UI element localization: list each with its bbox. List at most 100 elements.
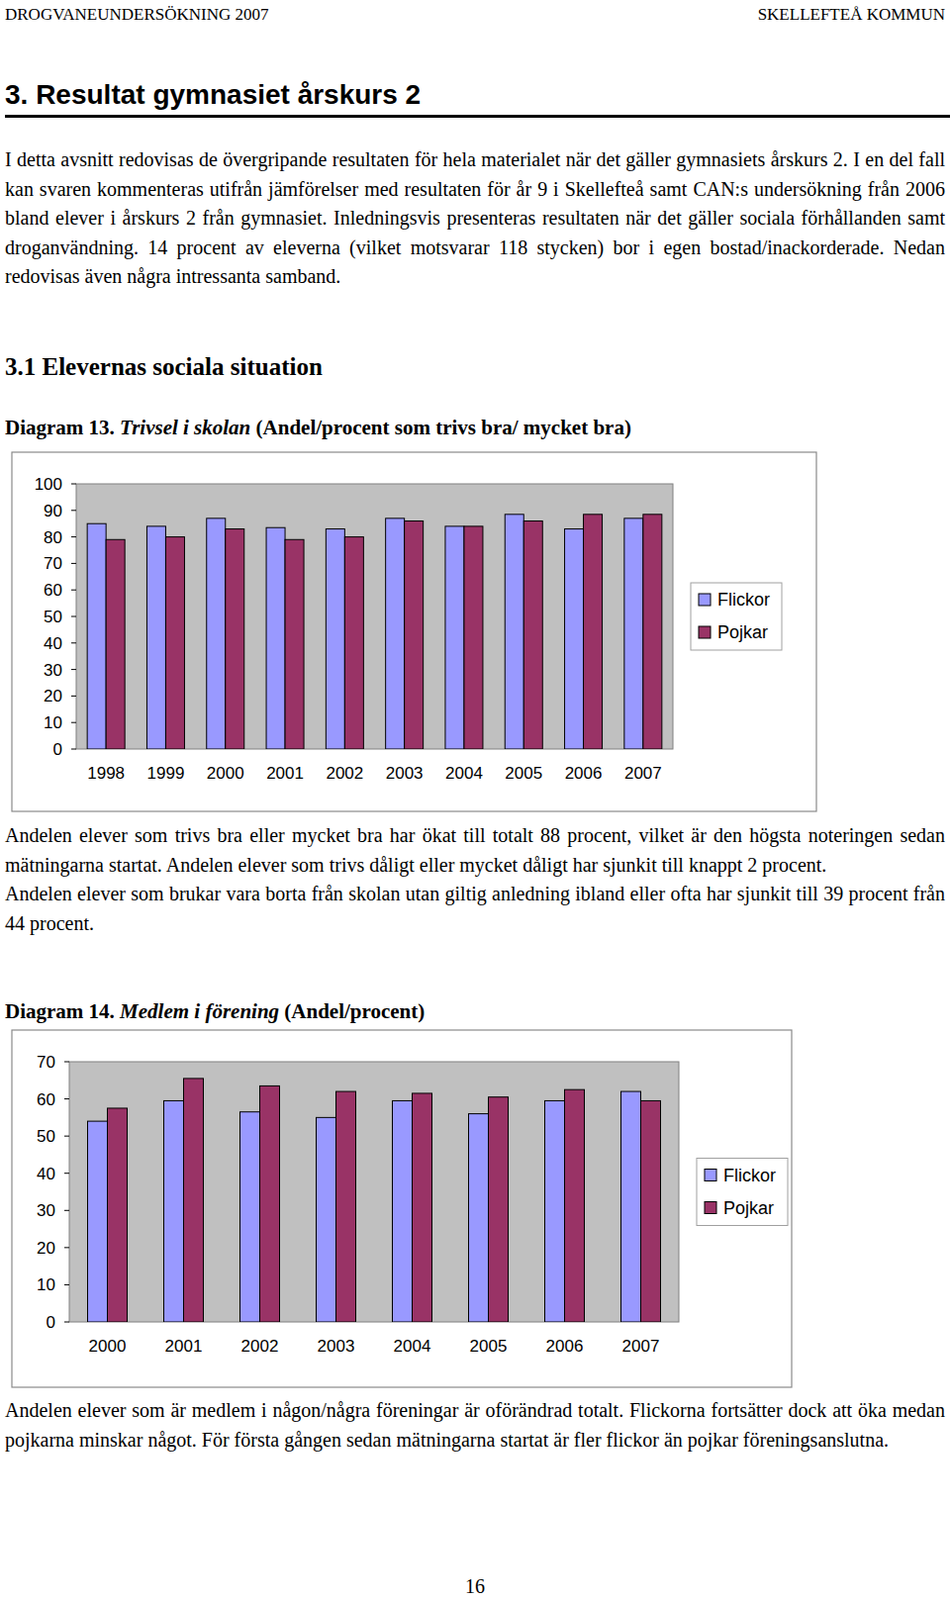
y-tick-label: 50 — [43, 607, 63, 627]
y-tick-label: 80 — [43, 528, 63, 548]
y-tick-label: 70 — [43, 554, 63, 573]
legend-swatch — [704, 1202, 717, 1215]
x-tick-label: 2000 — [206, 763, 245, 783]
page-number: 16 — [0, 1575, 950, 1599]
y-tick — [71, 536, 77, 538]
y-tick-label: 0 — [53, 740, 63, 760]
x-tick-label: 2004 — [393, 1336, 432, 1356]
figure-unit: (Andel/procent) — [284, 999, 425, 1024]
bar — [316, 1117, 337, 1323]
chapter-heading: 3. Resultat gymnasiet årskurs 2 — [4, 79, 421, 111]
y-tick — [64, 1322, 70, 1324]
y-tick — [64, 1246, 70, 1248]
bar — [344, 537, 364, 750]
bar — [146, 526, 166, 750]
bar — [641, 1100, 662, 1323]
x-tick-label: 2006 — [565, 763, 603, 783]
legend-swatch — [698, 626, 711, 639]
bar — [385, 518, 405, 750]
comments: Andelen elever som är medlem i någon/någ… — [4, 1396, 946, 1455]
y-tick-label: 90 — [43, 501, 63, 521]
paragraph: Andelen elever som trivs bra eller mycke… — [4, 821, 946, 880]
paragraph: I detta avsnitt redovisas de övergripand… — [4, 145, 946, 292]
y-tick-label: 10 — [36, 1275, 56, 1295]
y-tick — [71, 722, 77, 724]
x-tick-label: 2006 — [546, 1336, 584, 1356]
y-tick-label: 20 — [36, 1238, 56, 1258]
x-tick-label: 2007 — [622, 1336, 661, 1356]
bar — [206, 518, 226, 750]
page-header-right: SKELLEFTEÅ KOMMUN — [758, 4, 946, 25]
y-tick — [71, 483, 77, 485]
bar — [621, 1091, 642, 1323]
y-tick — [71, 749, 77, 751]
y-tick — [64, 1284, 70, 1286]
x-tick-label: 2005 — [504, 763, 543, 783]
legend-box — [690, 582, 782, 651]
y-tick-label: 30 — [43, 661, 63, 680]
y-tick — [71, 616, 77, 618]
figure-unit: (Andel/procent som trivs bra/ mycket bra… — [256, 415, 632, 440]
bar — [488, 1097, 509, 1323]
bar — [266, 527, 285, 750]
bar — [523, 521, 543, 750]
y-tick — [71, 642, 77, 644]
bar — [165, 537, 185, 750]
y-tick-label: 20 — [43, 686, 63, 706]
bar — [504, 514, 524, 750]
chart-frame — [11, 452, 817, 812]
bar — [583, 514, 603, 750]
y-tick-label: 40 — [43, 634, 63, 654]
figure-number: Diagram 14. — [4, 999, 115, 1024]
bar — [643, 514, 663, 750]
legend-swatch — [698, 593, 711, 606]
y-tick-label: 10 — [43, 713, 63, 733]
legend-box — [696, 1158, 788, 1227]
legend-swatch — [704, 1169, 717, 1182]
bar — [285, 539, 304, 750]
bar — [87, 523, 106, 750]
y-tick-label: 60 — [43, 580, 63, 600]
bar — [107, 1108, 128, 1323]
legend-label: Flickor — [723, 1165, 776, 1186]
legend: Flickor Pojkar — [696, 1158, 788, 1227]
legend: FlickorPojkar — [690, 582, 782, 651]
y-tick — [71, 509, 77, 511]
charts: 0102030405060708090100199819992000200120… — [0, 0, 950, 1600]
x-tick-label: 2003 — [385, 763, 424, 783]
bar — [445, 526, 465, 750]
y-tick — [71, 589, 77, 591]
legend-label: Flickor — [717, 589, 770, 610]
bar — [88, 1121, 108, 1323]
bar — [624, 518, 644, 750]
section-heading: 3.1 Elevernas sociala situation — [4, 353, 323, 381]
bars — [88, 1078, 662, 1323]
y-tick — [64, 1098, 70, 1100]
bar — [464, 526, 483, 750]
y-tick-label: 60 — [36, 1090, 56, 1110]
bar — [469, 1114, 489, 1323]
y-tick-label: 70 — [36, 1052, 56, 1072]
bar — [325, 529, 345, 750]
legend-label: Pojkar — [723, 1198, 774, 1219]
bar — [105, 539, 125, 750]
y-tick — [64, 1210, 70, 1212]
figure-caption: Diagram 14. Medlem i förening (Andel/pro… — [4, 999, 425, 1025]
figure-name: Medlem i förening — [119, 999, 280, 1024]
x-tick-label: 2005 — [470, 1336, 508, 1356]
heading-rule — [4, 114, 950, 118]
bar — [240, 1112, 261, 1323]
paragraph: Andelen elever som brukar vara borta frå… — [4, 879, 946, 939]
bar — [412, 1093, 433, 1323]
figure-caption: Diagram 13. Trivsel i skolan (Andel/proc… — [4, 415, 632, 441]
chart: 0102030405060702000200120022003200420052… — [11, 1030, 792, 1388]
bar — [184, 1078, 204, 1323]
chart: 0102030405060708090100199819992000200120… — [11, 452, 817, 812]
bar — [565, 529, 584, 750]
bar — [225, 529, 245, 750]
y-tick — [64, 1136, 70, 1138]
x-tick-label: 2002 — [325, 763, 364, 783]
figure-name: Trivsel i skolan — [119, 415, 251, 440]
bar — [545, 1100, 566, 1323]
page-header-left: DROGVANEUNDERSÖKNING 2007 — [4, 4, 270, 25]
